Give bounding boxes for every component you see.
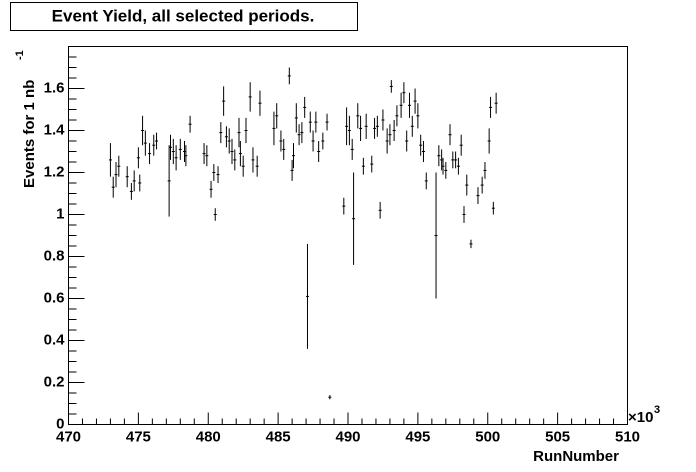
y-tick-label: 1.6 xyxy=(44,79,65,96)
x-tick-label: 485 xyxy=(266,428,291,445)
chart-title: Event Yield, all selected periods. xyxy=(52,6,315,25)
x-tick-label: 490 xyxy=(335,428,360,445)
y-tick-label: 1.4 xyxy=(44,121,66,138)
y-tick-label: 0.4 xyxy=(44,331,66,348)
x-axis-label: RunNumber xyxy=(533,448,619,465)
y-tick-label: 0 xyxy=(56,415,64,432)
y-tick-label: 1 xyxy=(56,205,64,222)
y-tick-label: 0.8 xyxy=(44,247,65,264)
title-box xyxy=(10,2,358,31)
x-tick-label: 470 xyxy=(56,428,81,445)
x-tick-label: 500 xyxy=(475,428,500,445)
x-tick-label: 480 xyxy=(196,428,221,445)
x-tick-label: 510 xyxy=(615,428,640,445)
x-multiplier-exponent: 3 xyxy=(654,404,660,416)
x-multiplier: ×10 xyxy=(628,409,653,426)
y-tick-label: 0.2 xyxy=(44,373,65,390)
x-tick-label: 475 xyxy=(126,428,151,445)
y-tick-label: 0.6 xyxy=(44,289,65,306)
x-tick-label: 495 xyxy=(405,428,430,445)
x-tick-label: 505 xyxy=(545,428,570,445)
y-axis-label: Events for 1 nb xyxy=(21,80,38,188)
y-axis-label-exponent: -1 xyxy=(14,50,26,60)
y-tick-label: 1.2 xyxy=(44,163,65,180)
